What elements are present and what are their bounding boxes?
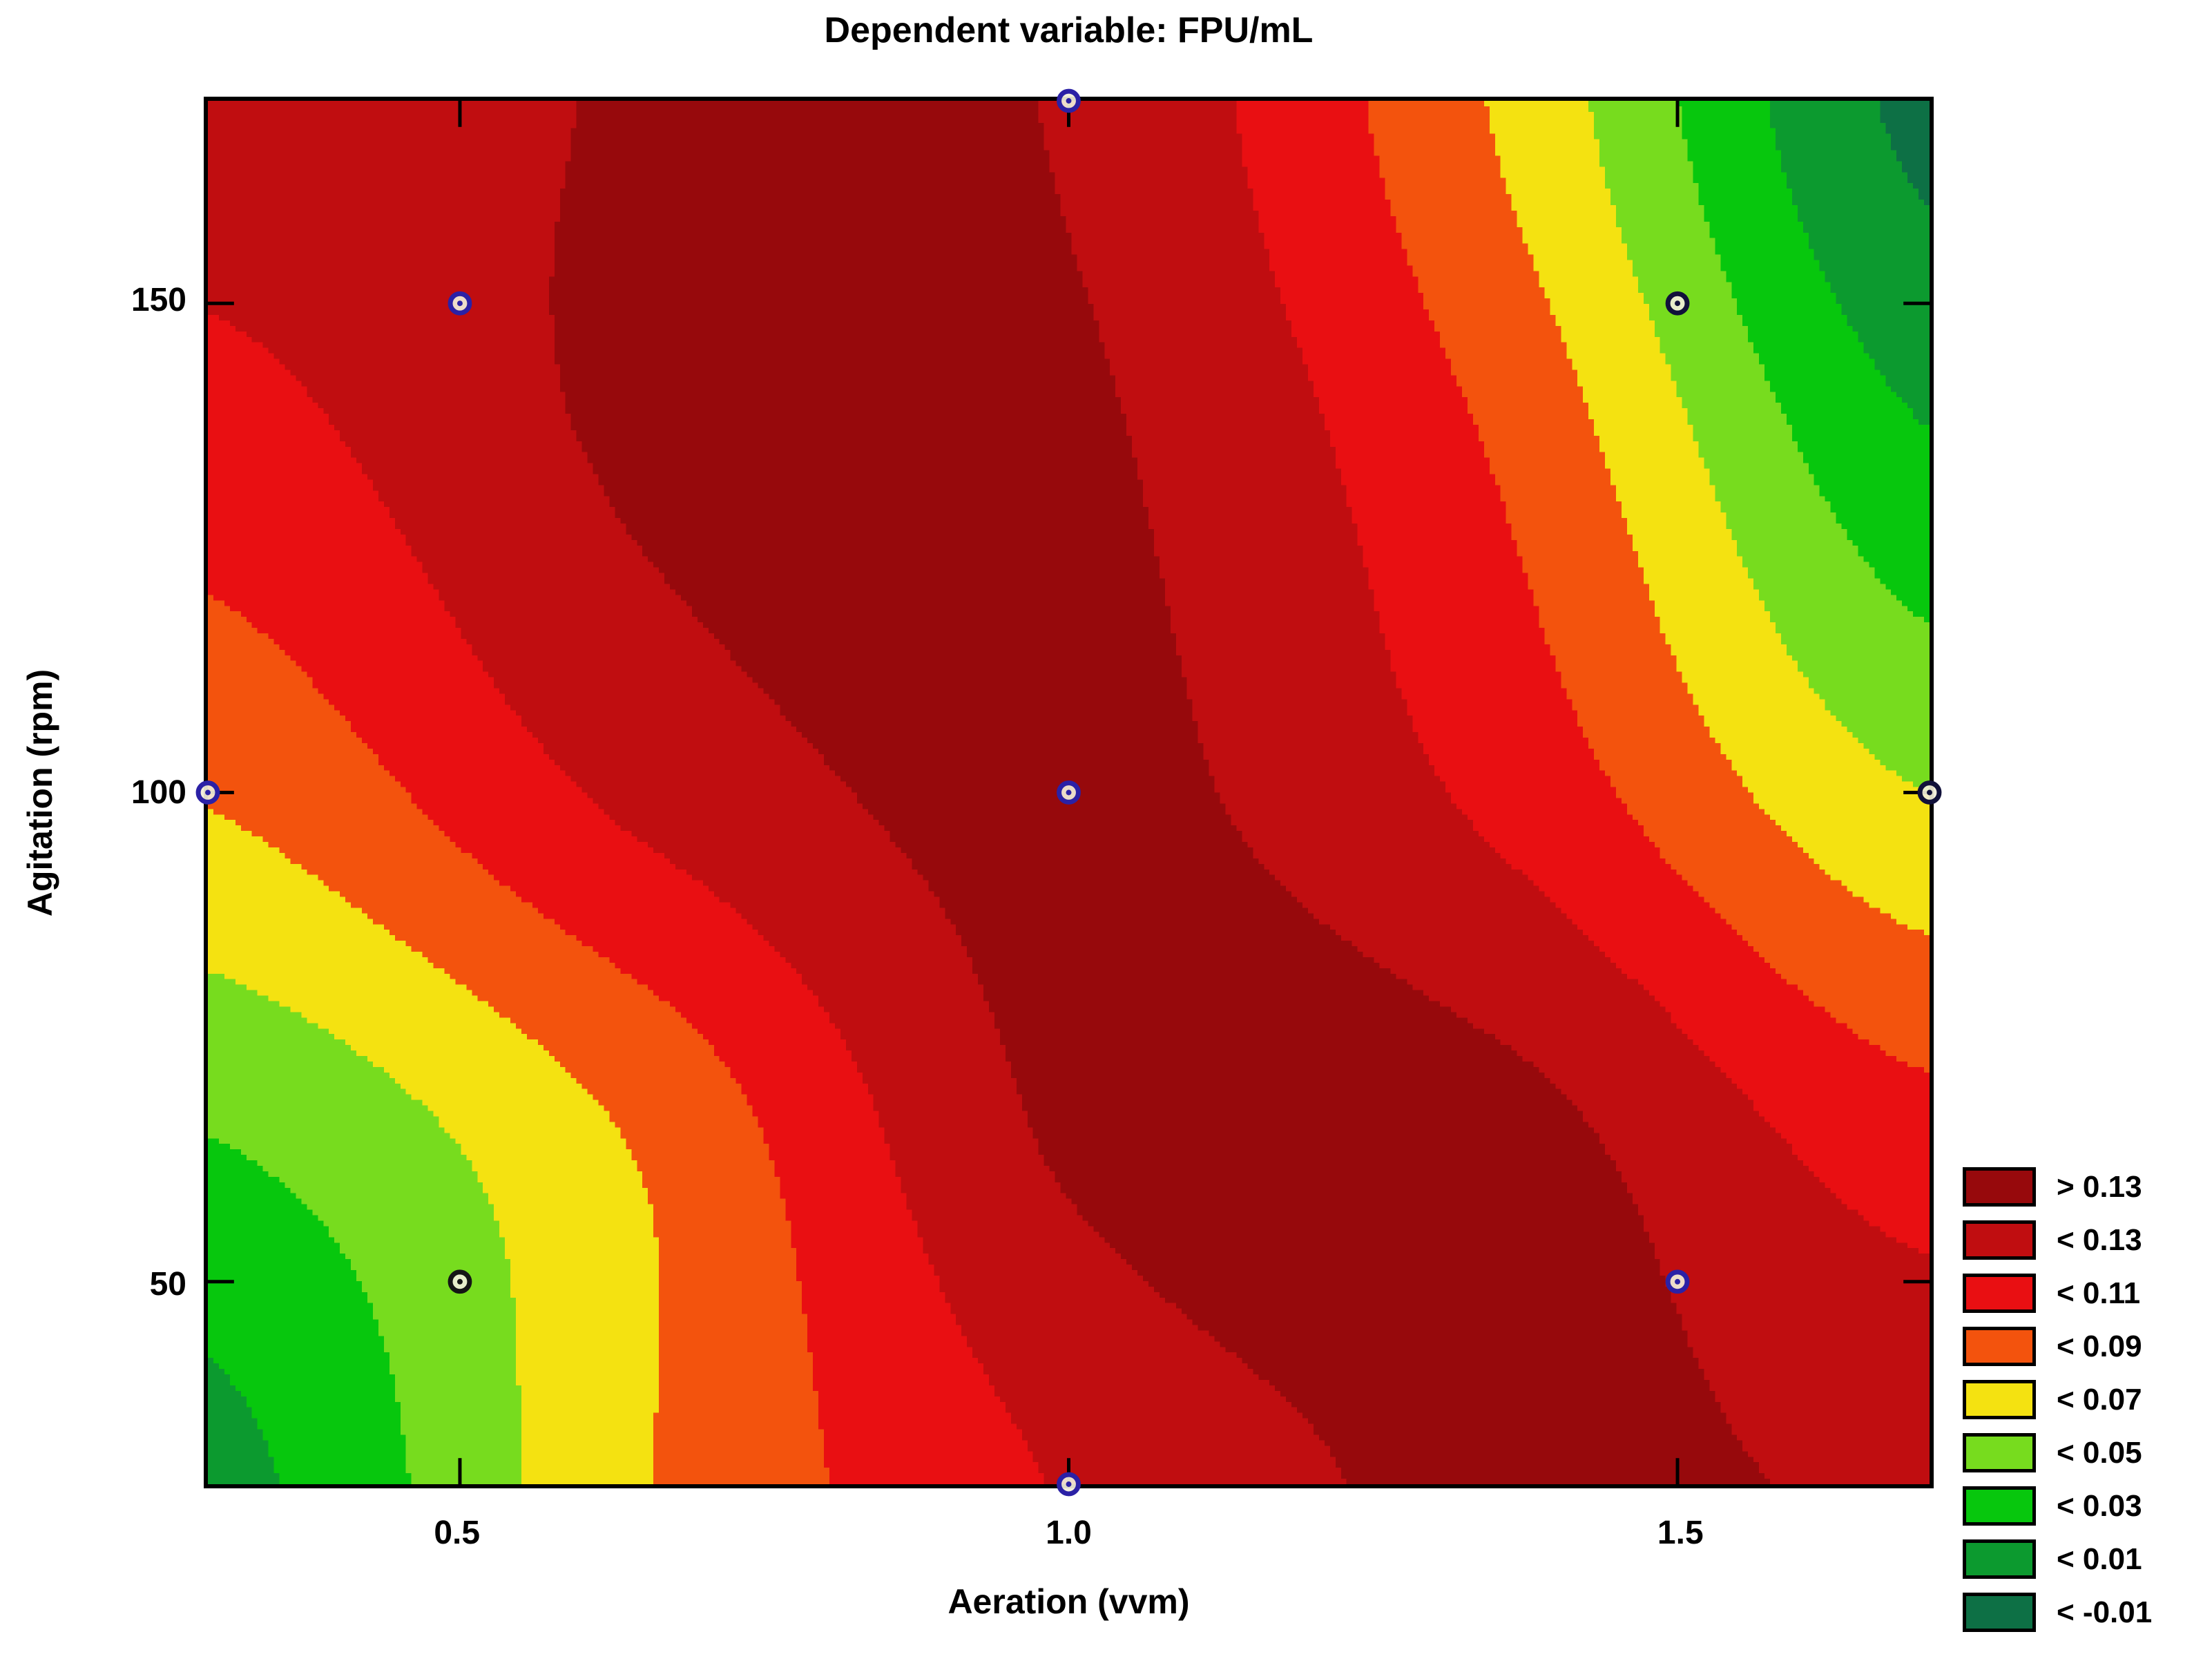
legend-swatch	[1963, 1593, 2036, 1632]
design-point-center-dot	[456, 300, 463, 307]
design-point-center-dot	[1066, 98, 1072, 104]
legend-swatch	[1963, 1220, 2036, 1260]
legend: > 0.13 < 0.13 < 0.11 < 0.09 < 0.07 < 0.05 < 0.…	[1963, 1167, 2212, 1651]
legend-row: < 0.05	[1963, 1433, 2212, 1472]
legend-row: < 0.07	[1963, 1380, 2212, 1419]
legend-label: < 0.05	[2057, 1436, 2142, 1470]
legend-row: < 0.03	[1963, 1486, 2212, 1526]
design-point-center-dot	[1675, 1278, 1681, 1285]
legend-label: < 0.01	[2057, 1542, 2142, 1576]
design-point-center-dot	[1675, 300, 1681, 307]
legend-label: < -0.01	[2057, 1595, 2153, 1629]
legend-label: < 0.07	[2057, 1383, 2142, 1417]
legend-row: > 0.13	[1963, 1167, 2212, 1207]
x-tick-label: 1.5	[1657, 1515, 1704, 1551]
design-point-center-dot	[1066, 789, 1072, 796]
legend-row: < 0.09	[1963, 1327, 2212, 1366]
y-tick-label: 100	[131, 774, 186, 811]
design-point-center-dot	[1927, 789, 1932, 796]
legend-label: < 0.03	[2057, 1489, 2142, 1523]
x-tick-label: 0.5	[434, 1515, 481, 1551]
legend-row: < 0.11	[1963, 1274, 2212, 1313]
legend-row: < 0.01	[1963, 1539, 2212, 1579]
design-point-center-dot	[1066, 1481, 1072, 1487]
legend-swatch	[1963, 1486, 2036, 1526]
legend-row: < -0.01	[1963, 1593, 2212, 1632]
chart-title: Dependent variable: FPU/mL	[824, 10, 1314, 50]
design-point-center-dot	[205, 789, 211, 796]
y-tick-label: 50	[149, 1266, 186, 1303]
legend-label: < 0.09	[2057, 1329, 2142, 1363]
legend-swatch	[1963, 1327, 2036, 1366]
legend-swatch	[1963, 1539, 2036, 1579]
legend-label: > 0.13	[2057, 1170, 2142, 1204]
legend-swatch	[1963, 1433, 2036, 1472]
legend-swatch	[1963, 1380, 2036, 1419]
legend-label: < 0.11	[2057, 1276, 2141, 1310]
design-point-center-dot	[456, 1278, 463, 1285]
y-tick-label: 150	[131, 281, 186, 318]
legend-swatch	[1963, 1274, 2036, 1313]
legend-row: < 0.13	[1963, 1220, 2212, 1260]
x-axis-title: Aeration (vvm)	[948, 1582, 1190, 1621]
legend-label: < 0.13	[2057, 1223, 2142, 1257]
plot-overlay	[195, 88, 1942, 1497]
x-tick-label: 1.0	[1046, 1515, 1092, 1551]
plot-area	[195, 88, 1942, 1497]
legend-swatch	[1963, 1167, 2036, 1207]
